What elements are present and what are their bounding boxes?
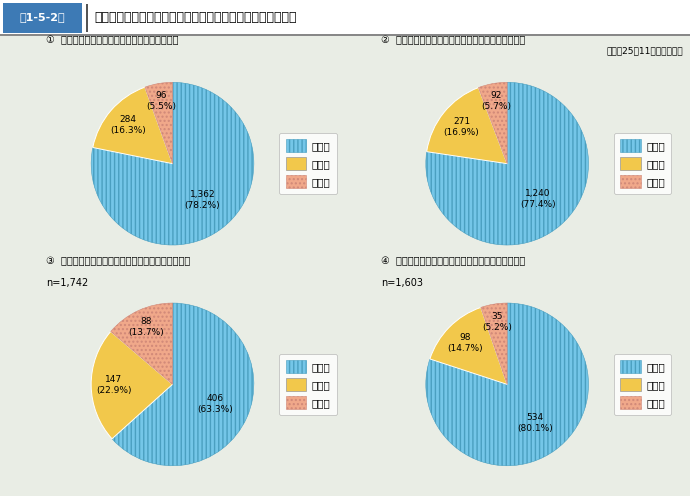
Text: 92
(5.7%): 92 (5.7%) — [481, 91, 511, 111]
Text: 96
(5.5%): 96 (5.5%) — [146, 91, 177, 111]
Wedge shape — [91, 82, 254, 245]
Text: 1,240
(77.4%): 1,240 (77.4%) — [520, 189, 555, 209]
Text: ④  津波災害に関する避難勧告等の具体的な発令基準: ④ 津波災害に関する避難勧告等の具体的な発令基準 — [381, 256, 525, 266]
Text: 88
(13.7%): 88 (13.7%) — [128, 317, 164, 337]
Text: ②  土砂災害に関する避難勧告等の具体的な発令基準: ② 土砂災害に関する避難勧告等の具体的な発令基準 — [381, 36, 525, 46]
Text: 271
(16.9%): 271 (16.9%) — [444, 117, 480, 137]
Text: 98
(14.7%): 98 (14.7%) — [448, 333, 483, 353]
Wedge shape — [481, 303, 507, 384]
Bar — [86, 3, 88, 32]
Text: n=1,742: n=1,742 — [46, 278, 89, 288]
Bar — [0, 34, 690, 36]
Wedge shape — [145, 82, 172, 164]
Legend: 策定済, 策定中, 未着手: 策定済, 策定中, 未着手 — [614, 133, 671, 194]
Wedge shape — [91, 331, 172, 439]
Text: 284
(16.3%): 284 (16.3%) — [110, 116, 146, 135]
Text: 147
(22.9%): 147 (22.9%) — [96, 375, 132, 395]
Wedge shape — [426, 88, 507, 164]
Wedge shape — [478, 82, 507, 164]
FancyBboxPatch shape — [3, 3, 82, 33]
Legend: 策定済, 策定中, 未着手: 策定済, 策定中, 未着手 — [279, 133, 337, 194]
Text: 避難勧告等の具体的な発令基準を策定している市町村の割合: 避難勧告等の具体的な発令基準を策定している市町村の割合 — [95, 10, 297, 24]
Wedge shape — [92, 87, 172, 164]
Text: n=1,603: n=1,603 — [381, 278, 423, 288]
Text: 534
(80.1%): 534 (80.1%) — [517, 413, 553, 433]
Text: （平成25年11月１日現在）: （平成25年11月１日現在） — [607, 46, 683, 55]
Wedge shape — [110, 303, 172, 384]
Text: 第1-5-2図: 第1-5-2図 — [19, 12, 66, 22]
Text: 35
(5.2%): 35 (5.2%) — [482, 312, 512, 332]
Legend: 策定済, 策定中, 未着手: 策定済, 策定中, 未着手 — [614, 354, 671, 415]
Text: 406
(63.3%): 406 (63.3%) — [198, 393, 233, 414]
Text: ①  水害に関する避難勧告等の具体的な発令基準: ① 水害に関する避難勧告等の具体的な発令基準 — [46, 36, 179, 46]
Wedge shape — [426, 82, 589, 245]
Text: 1,362
(78.2%): 1,362 (78.2%) — [184, 190, 220, 210]
Wedge shape — [112, 303, 254, 466]
Legend: 策定済, 策定中, 未着手: 策定済, 策定中, 未着手 — [279, 354, 337, 415]
Text: ③  高潮災害に関する避難勧告等の具体的な発令基準: ③ 高潮災害に関する避難勧告等の具体的な発令基準 — [46, 256, 190, 266]
Wedge shape — [426, 303, 589, 466]
Wedge shape — [430, 308, 507, 384]
